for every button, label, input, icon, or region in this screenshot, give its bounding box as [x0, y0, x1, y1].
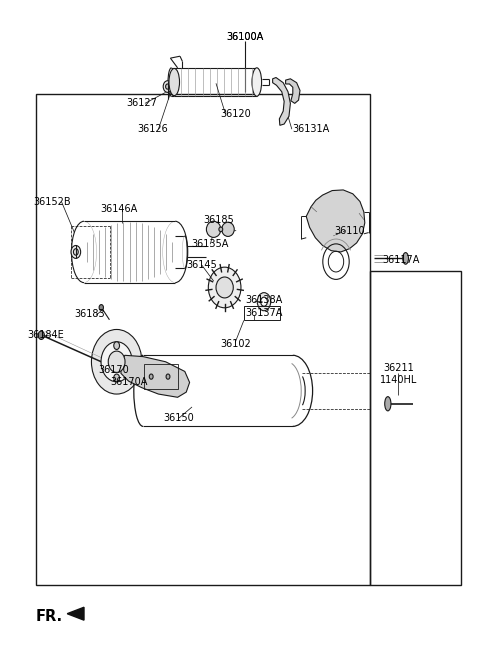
Ellipse shape [166, 374, 170, 379]
Text: 36170A: 36170A [110, 377, 147, 388]
Text: 36184E: 36184E [27, 330, 64, 340]
Polygon shape [286, 79, 300, 103]
Ellipse shape [71, 245, 81, 258]
Ellipse shape [166, 84, 169, 89]
Ellipse shape [257, 293, 271, 311]
Text: 36120: 36120 [220, 109, 251, 120]
Ellipse shape [206, 221, 221, 237]
Text: 36211: 36211 [383, 363, 414, 373]
Text: 1140HL: 1140HL [380, 375, 417, 385]
Ellipse shape [261, 297, 267, 306]
Text: 36127: 36127 [126, 98, 157, 109]
Ellipse shape [38, 331, 44, 340]
Ellipse shape [163, 81, 172, 92]
Ellipse shape [208, 267, 241, 307]
Text: 36110: 36110 [334, 226, 365, 236]
Ellipse shape [101, 342, 132, 382]
Bar [144, 364, 178, 389]
Bar [36, 94, 370, 585]
Text: 36100A: 36100A [226, 32, 264, 43]
Text: 36150: 36150 [164, 413, 194, 423]
Text: 36135A: 36135A [192, 238, 229, 249]
Text: 36126: 36126 [137, 124, 168, 134]
Text: 36185: 36185 [203, 214, 234, 225]
Polygon shape [273, 78, 290, 125]
Ellipse shape [216, 277, 233, 298]
Bar [244, 306, 280, 320]
Ellipse shape [91, 329, 142, 394]
Text: 36137A: 36137A [246, 308, 283, 318]
Ellipse shape [169, 68, 180, 96]
Ellipse shape [114, 342, 120, 349]
Text: 36170: 36170 [98, 364, 129, 375]
Ellipse shape [99, 304, 104, 311]
Text: 36146A: 36146A [100, 203, 138, 214]
Polygon shape [306, 190, 365, 252]
Ellipse shape [403, 253, 408, 264]
Text: 36100A: 36100A [226, 32, 264, 43]
Ellipse shape [252, 68, 262, 96]
Ellipse shape [108, 351, 125, 372]
Text: 36117A: 36117A [382, 255, 420, 265]
Ellipse shape [149, 374, 153, 379]
Text: 36145: 36145 [186, 260, 217, 270]
Text: 36102: 36102 [220, 339, 251, 349]
Ellipse shape [222, 222, 234, 236]
Text: 36138A: 36138A [246, 295, 283, 306]
Ellipse shape [73, 249, 78, 255]
Polygon shape [121, 355, 190, 397]
Text: 36183: 36183 [74, 309, 105, 319]
Text: 36131A: 36131A [293, 124, 330, 134]
Bar [370, 271, 461, 585]
Polygon shape [67, 607, 84, 620]
Text: 36152B: 36152B [33, 196, 71, 207]
Ellipse shape [114, 374, 120, 382]
Ellipse shape [219, 227, 223, 231]
Text: FR.: FR. [36, 609, 63, 625]
Ellipse shape [385, 397, 391, 411]
